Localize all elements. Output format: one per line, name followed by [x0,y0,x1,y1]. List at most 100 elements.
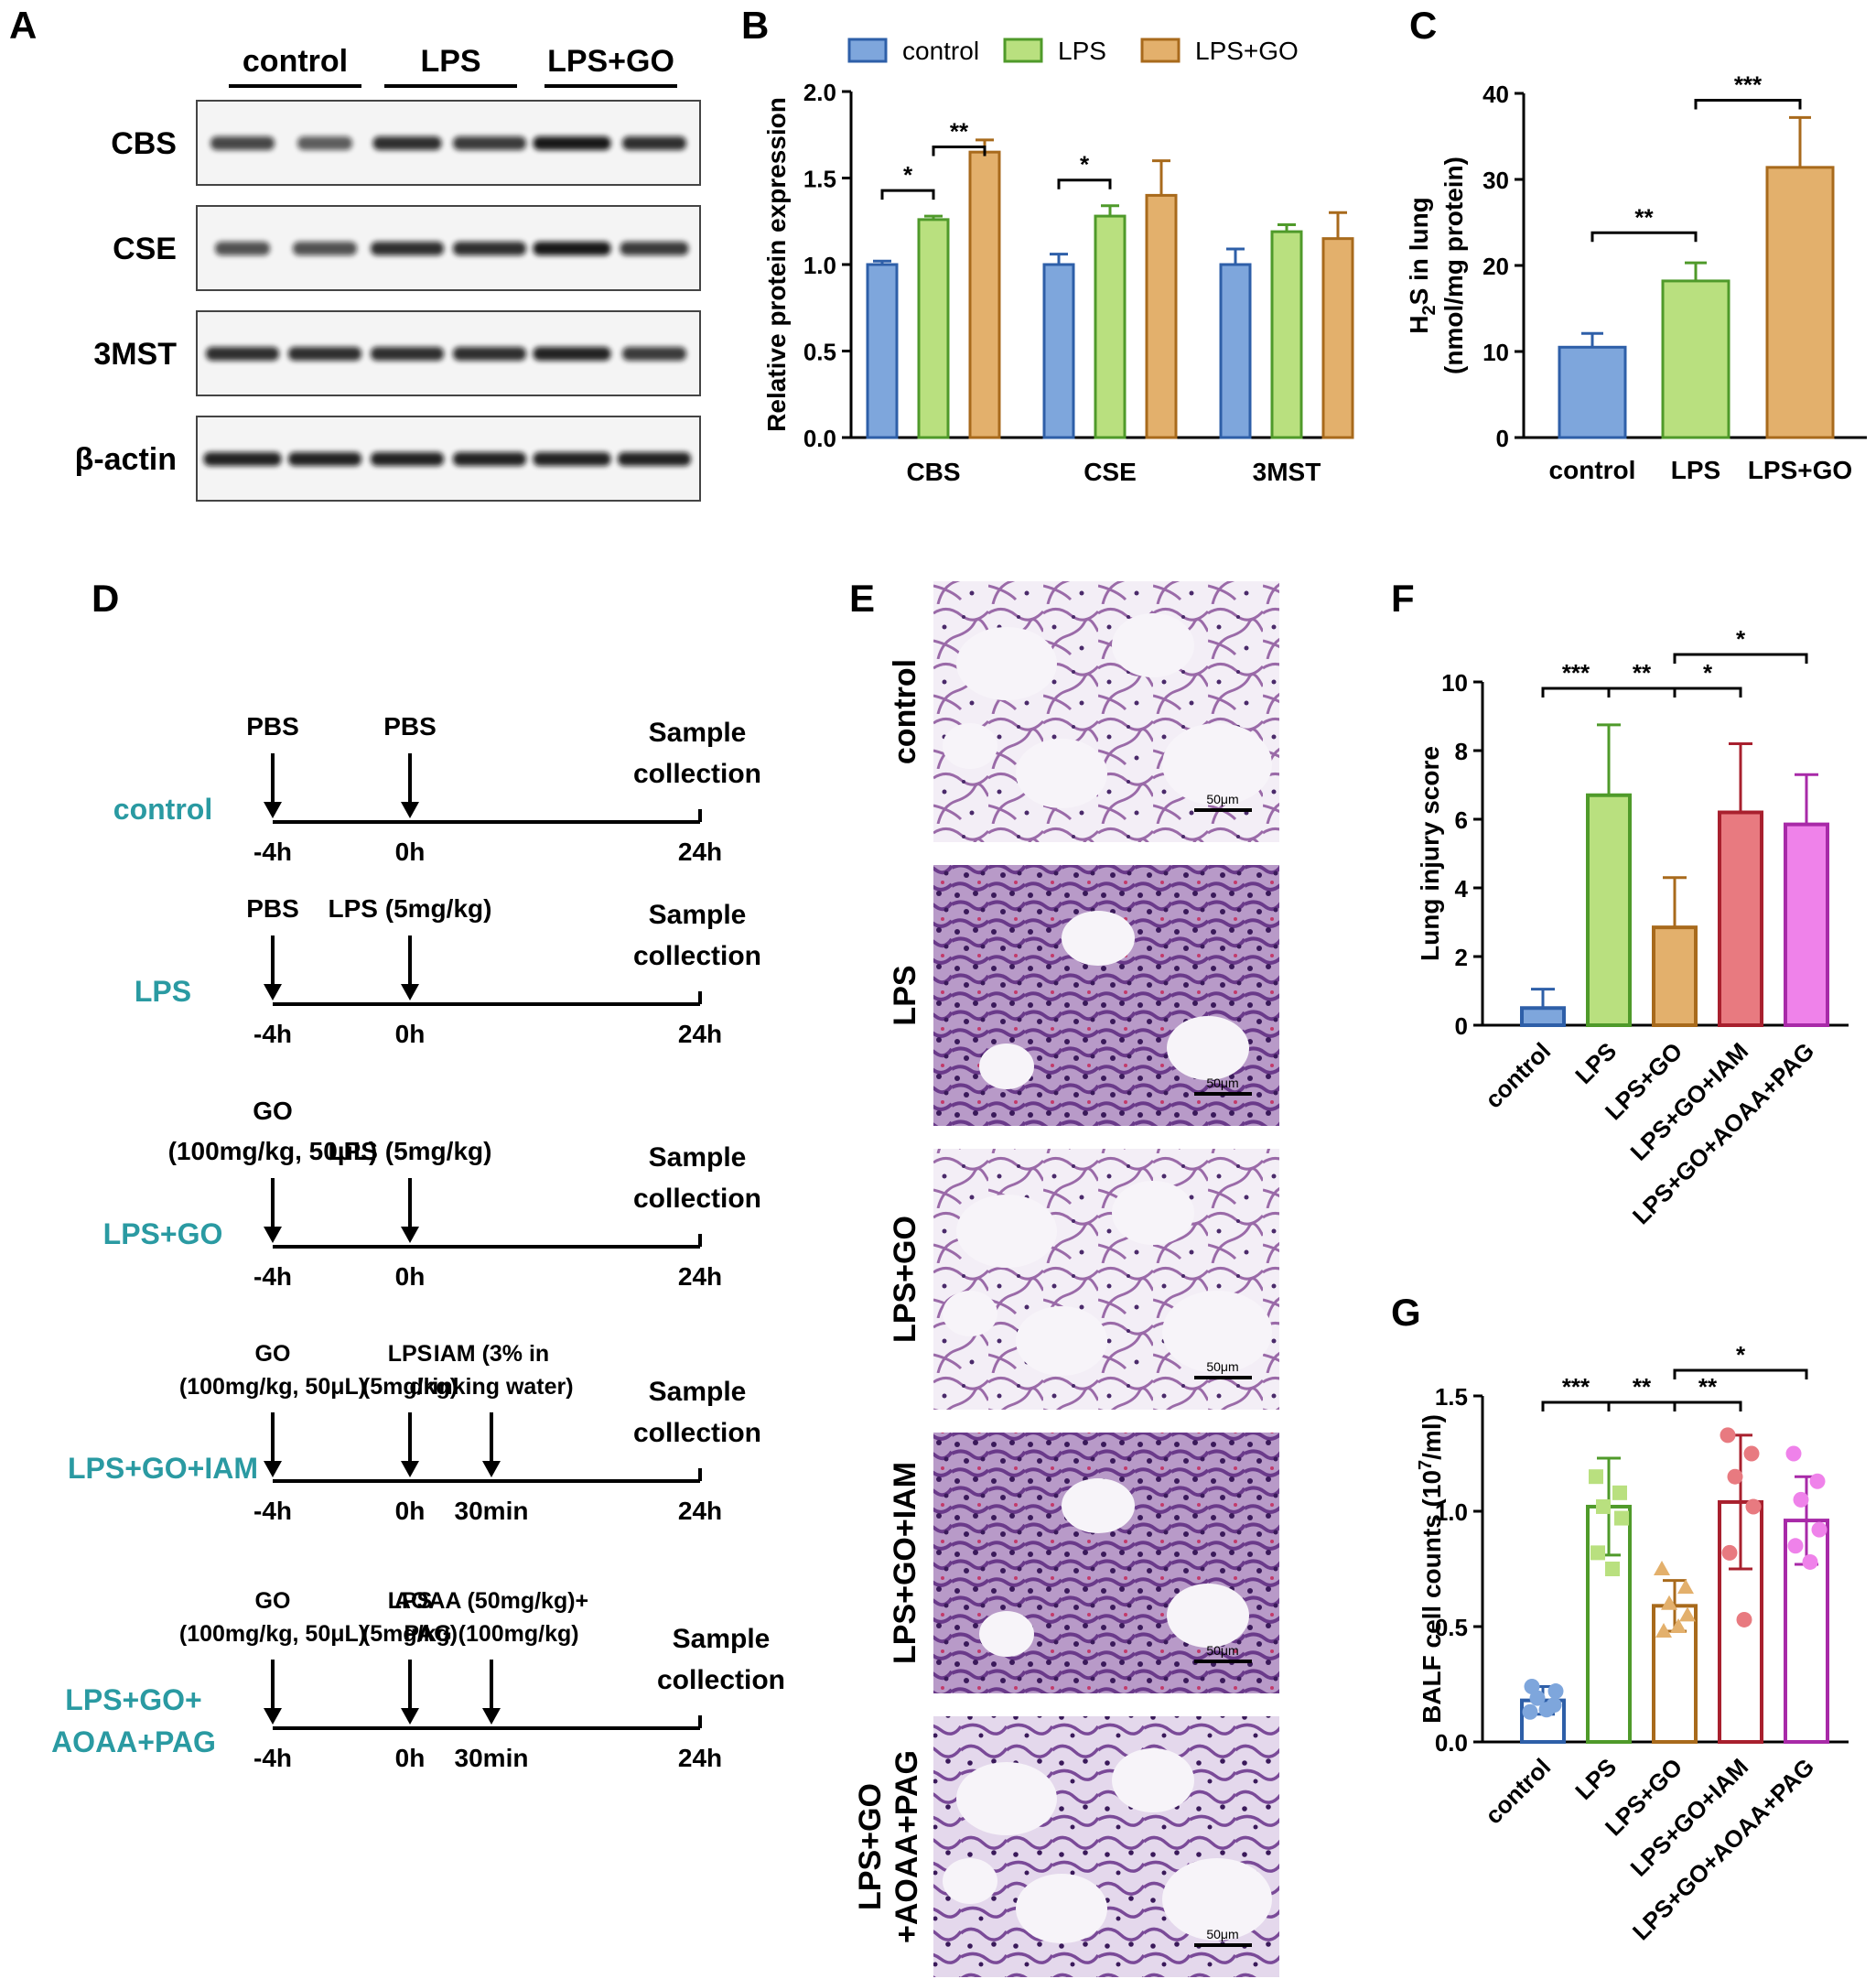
event-label: GO [255,1588,291,1614]
bar-control [1042,263,1075,439]
significance-label: * [1736,625,1746,653]
bar-lps [1094,214,1127,439]
legend-swatch [1003,38,1043,63]
y-tick-label: 0.0 [1435,1729,1468,1757]
x-tick-label: LPS+GO [1748,456,1852,484]
blot-group-label: control [243,44,348,79]
histology-row-label: LPS+GO [853,1783,888,1910]
event-arrow-head [482,1461,501,1477]
y-axis-label-sub: 2 [1419,305,1439,315]
event-time-label: 0h [395,1744,426,1772]
blot-band [288,347,361,361]
end-time-label: 24h [678,1262,722,1291]
event-label: LPS (5mg/kg) [329,1137,492,1165]
x-tick-label: CBS [906,458,960,486]
event-label: PBS [246,894,299,923]
data-point [1612,1485,1627,1500]
significance-label: * [903,161,913,189]
blot-band [215,242,270,255]
scale-bar-label: 50μm [1206,1076,1238,1090]
data-point [1589,1469,1603,1485]
alveolar-space [979,1611,1034,1657]
y-tick-label: 0 [1496,425,1509,452]
data-point [1547,1683,1564,1700]
bar [1661,279,1730,439]
legend-swatch [847,38,888,63]
y-tick-label: 1.0 [1435,1498,1468,1526]
significance-label: ** [1633,1373,1652,1400]
panel-a-western-blot: control LPS LPS+GO CBS CSE 3MST β-actin [75,44,701,502]
timeline-group-label: LPS+GO [103,1217,223,1250]
data-point [1785,1445,1802,1462]
y-tick-label: 0 [1455,1012,1468,1040]
sample-collection-label: collection [633,941,761,971]
alveolar-space [1016,1874,1107,1943]
bar [1784,822,1829,1027]
data-point [1743,1445,1760,1462]
bar [1718,810,1763,1027]
panel-label-d: D [92,577,119,620]
data-point [1811,1521,1827,1538]
event-time-label: -4h [253,1020,292,1048]
y-tick-label: 1.5 [803,166,836,193]
y-tick-label: 10 [1441,669,1468,697]
alveolar-space [1162,723,1272,806]
data-point [1727,1468,1743,1485]
data-point [1605,1562,1620,1576]
blot-band [210,136,275,150]
blot-row-label: CBS [111,126,177,161]
blot-band [453,242,526,255]
event-label: PBS [383,712,437,741]
data-point [1721,1544,1738,1561]
significance-bracket [1541,1400,1611,1411]
sample-collection-label: Sample [649,718,747,748]
blot-band [453,136,526,150]
event-label: LPS (5mg/kg) [329,894,492,923]
blot-box [196,100,701,186]
panel-c-chart: 0 10 20 30 40 H2S in lung (nmol/mg protein) con… [1405,71,1867,484]
bar-lps [1270,230,1303,439]
alveolar-space [1016,739,1107,808]
event-arrow-head [401,1461,419,1477]
y-tick-label: 2 [1455,944,1468,971]
blot-group-label: LPS+GO [547,44,674,79]
x-tick-label: control [1480,1753,1557,1830]
timeline-group-label: AOAA+PAG [51,1725,216,1758]
x-tick-label: CSE [1084,458,1137,486]
x-tick-label: LPS [1671,456,1720,484]
significance-bracket [1673,687,1742,698]
panel-label-f: F [1391,577,1415,620]
legend-label: LPS+GO [1195,37,1299,65]
y-axis-label-part: BALF cell counts (10 [1418,1470,1446,1724]
event-arrow-head [482,1708,501,1725]
panel-label-e: E [849,577,875,620]
blot-band [533,242,611,255]
blot-band [533,136,611,150]
data-point [1787,1538,1804,1554]
panel-label-c: C [1409,4,1437,47]
sample-collection-label: Sample [649,900,747,930]
event-label: (100mg/kg, 50μL) [179,1621,366,1647]
x-tick-label: 3MST [1253,458,1321,486]
event-time-label: -4h [253,1744,292,1772]
bar-control [1219,263,1252,439]
alveolar-space [1016,1306,1107,1376]
significance-bracket [932,145,987,157]
end-time-label: 24h [678,1497,722,1525]
blot-box [196,205,701,291]
significance-label: * [1703,659,1713,687]
legend-label: LPS [1058,37,1106,65]
y-axis-label-part: S in lung [1405,197,1433,305]
blot-row-label: CSE [113,232,177,266]
event-time-label: -4h [253,838,292,866]
blot-band [622,136,686,150]
y-tick-label: 0.5 [803,339,836,366]
histology-row-label: LPS [888,965,922,1025]
data-point [1529,1690,1546,1706]
data-point [1614,1510,1629,1526]
bar [1586,793,1632,1027]
event-time-label: 0h [395,1262,426,1291]
data-point [1654,1561,1670,1575]
panel-f-chart: 0 2 4 6 8 10 Lung injury score control LPSLPS+GO… [1416,625,1849,1229]
panel-b-chart: 0.0 0.5 1.0 1.5 2.0 Relative protein expressi… [762,37,1354,486]
